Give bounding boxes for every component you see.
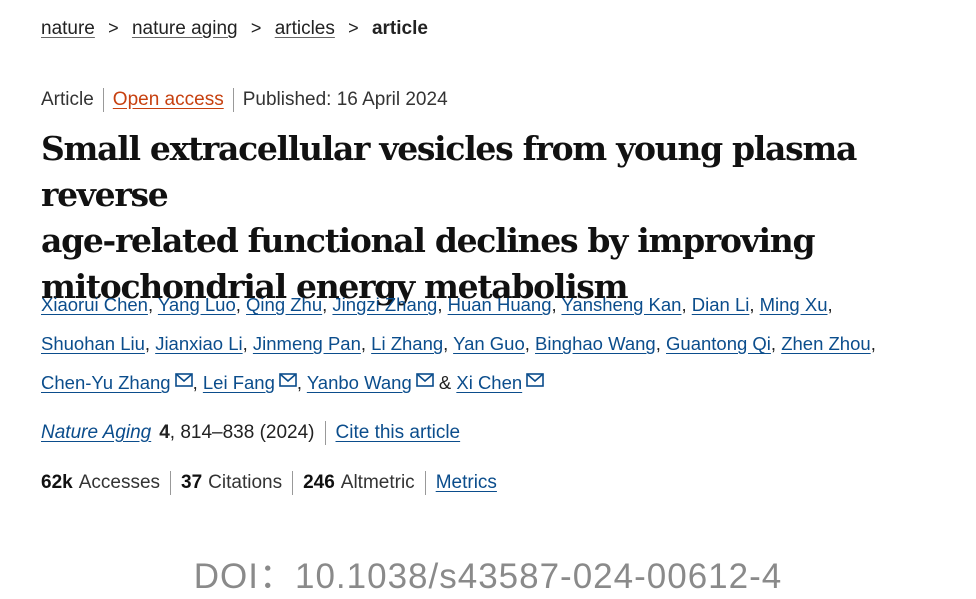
- author-link[interactable]: Chen-Yu Zhang: [41, 372, 171, 393]
- open-access-link[interactable]: Open access: [112, 89, 224, 110]
- article-type: Article: [41, 89, 94, 110]
- author-link[interactable]: Jinmeng Pan: [252, 333, 361, 354]
- author-link[interactable]: Yanbo Wang: [306, 372, 412, 393]
- author-link[interactable]: Yan Guo: [453, 333, 525, 354]
- author-link[interactable]: Zhen Zhou: [781, 333, 871, 354]
- chevron-right-icon: >: [348, 18, 359, 38]
- divider: [324, 421, 326, 445]
- author-link[interactable]: Jingzi Zhang: [332, 294, 438, 315]
- divider: [292, 471, 294, 495]
- mail-icon[interactable]: [174, 373, 193, 387]
- citations-count: 37: [181, 472, 203, 493]
- breadcrumb-articles[interactable]: articles: [274, 18, 335, 39]
- published-date: Published: 16 April 2024: [242, 89, 448, 110]
- altmetric-score: 246: [303, 472, 335, 493]
- cite-article-link[interactable]: Cite this article: [335, 422, 461, 443]
- author-link[interactable]: Yang Luo: [157, 294, 236, 315]
- mail-icon[interactable]: [526, 373, 544, 387]
- divider: [170, 471, 172, 495]
- accesses-label: Accesses: [78, 472, 161, 493]
- author-list: Xiaorui Chen, Yang Luo, Qing Zhu, Jingzi…: [41, 294, 876, 393]
- breadcrumb-current: article: [371, 18, 428, 39]
- author-link[interactable]: Xiaorui Chen: [41, 294, 148, 315]
- author-link[interactable]: Li Zhang: [371, 333, 444, 354]
- author-ampersand: &: [438, 372, 452, 393]
- altmetric-label: Altmetric: [340, 472, 415, 493]
- journal-volume: 4: [159, 422, 170, 443]
- citations-label: Citations: [208, 472, 283, 493]
- author-link[interactable]: Qing Zhu: [246, 294, 323, 315]
- author-link[interactable]: Xi Chen: [456, 372, 523, 393]
- author-link[interactable]: Guantong Qi: [666, 333, 771, 354]
- title-line: age-related functional declines by impro…: [41, 221, 816, 260]
- breadcrumb-nature[interactable]: nature: [41, 18, 95, 39]
- accesses-count: 62k: [41, 472, 73, 493]
- chevron-right-icon: >: [108, 18, 119, 38]
- divider: [232, 88, 234, 112]
- divider: [102, 88, 104, 112]
- author-link[interactable]: Shuohan Liu: [41, 333, 145, 354]
- author-link[interactable]: Dian Li: [691, 294, 750, 315]
- journal-name-link[interactable]: Nature Aging: [41, 422, 152, 443]
- mail-icon[interactable]: [279, 373, 297, 387]
- author-link[interactable]: Yansheng Kan: [561, 294, 682, 315]
- doi-caption: DOI：10.1038/s43587-024-00612-4: [193, 557, 783, 596]
- article-meta: Article Open access Published: 16 April …: [41, 88, 448, 112]
- author-link[interactable]: Lei Fang: [202, 372, 275, 393]
- metrics-link[interactable]: Metrics: [435, 472, 497, 493]
- author-link[interactable]: Ming Xu: [759, 294, 828, 315]
- divider: [424, 471, 426, 495]
- journal-pages-year: , 814–838 (2024): [169, 422, 315, 443]
- breadcrumb-nature-aging[interactable]: nature aging: [131, 18, 238, 39]
- title-line: Small extracellular vesicles from young …: [41, 129, 857, 214]
- author-link[interactable]: Binghao Wang: [535, 333, 656, 354]
- author-link[interactable]: Huan Huang: [447, 294, 552, 315]
- breadcrumb: nature > nature aging > articles > artic…: [41, 18, 428, 40]
- article-title: Small extracellular vesicles from young …: [41, 126, 971, 310]
- chevron-right-icon: >: [250, 18, 262, 38]
- mail-icon[interactable]: [415, 373, 434, 387]
- author-link[interactable]: Jianxiao Li: [155, 333, 243, 354]
- article-metrics: 62k Accesses 37 Citations 246 Altmetric …: [41, 471, 497, 495]
- journal-citation: Nature Aging 4, 814–838 (2024) Cite this…: [41, 421, 460, 445]
- title-line: mitochondrial energy metabolism: [41, 267, 629, 306]
